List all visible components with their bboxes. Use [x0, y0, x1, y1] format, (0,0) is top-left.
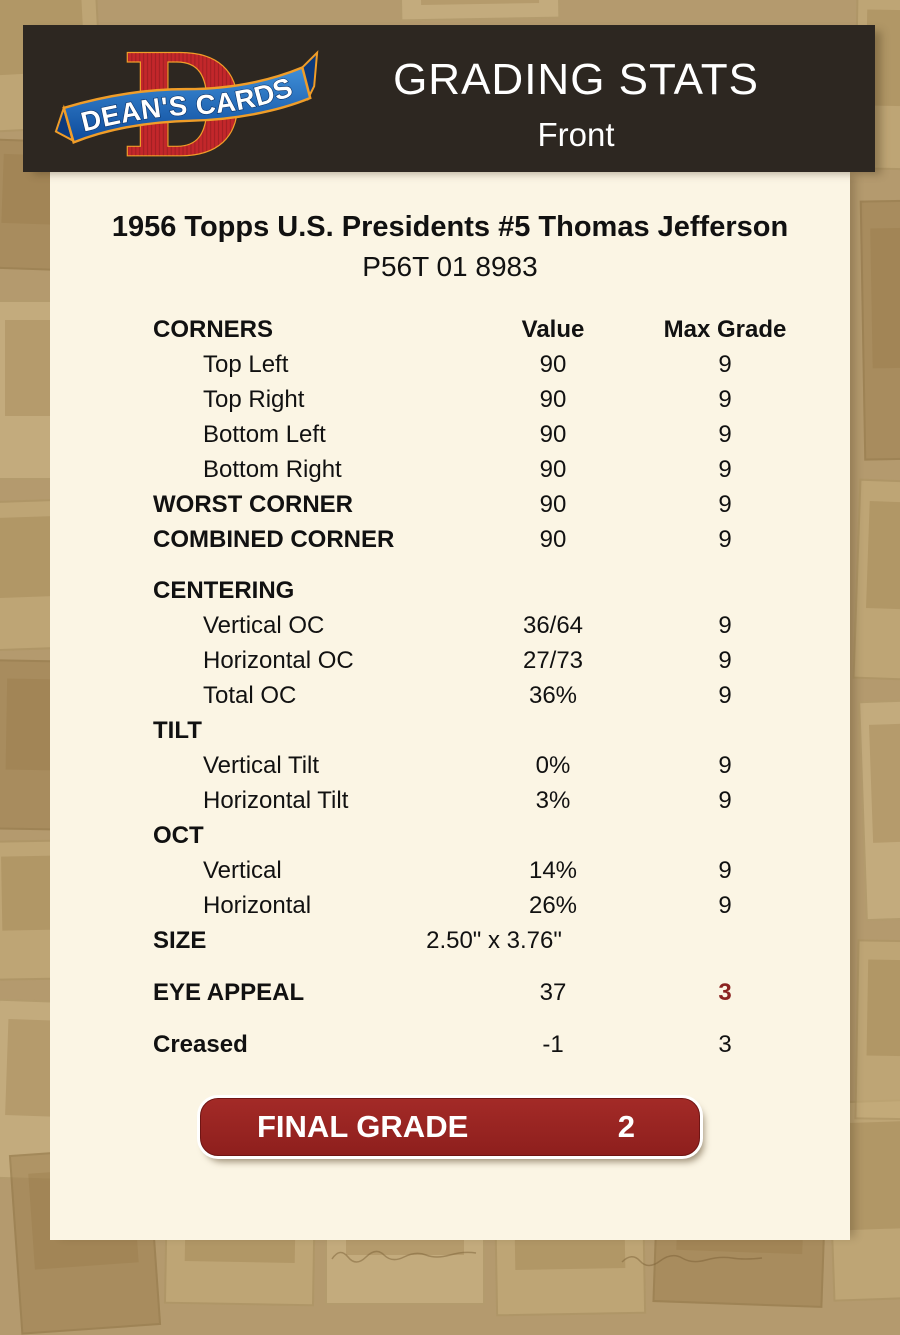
row-value: 26%	[528, 891, 578, 919]
row-label: Horizontal	[203, 891, 312, 919]
table-row-eye-appeal: EYE APPEAL 37 3	[50, 975, 850, 1010]
column-header-max-grade: Max Grade	[663, 315, 787, 343]
table-row-worst-corner: WORST CORNER 90 9	[50, 487, 850, 522]
row-value: 0%	[535, 751, 571, 779]
table-row-combined-corner: COMBINED CORNER 90 9	[50, 522, 850, 557]
page-header: D D DEAN'S CARDS GRADING STATS Front	[23, 25, 875, 172]
card-title: 1956 Topps U.S. Presidents #5 Thomas Jef…	[111, 211, 789, 243]
table-row-vertical-oc: Vertical OC 36/64 9	[50, 608, 850, 643]
section-label: CENTERING	[153, 576, 295, 604]
row-value: 90	[539, 385, 567, 413]
row-label: Vertical OC	[203, 611, 325, 639]
section-header-tilt: TILT	[50, 713, 850, 748]
row-max-grade: 9	[718, 646, 732, 674]
row-max-grade: 3	[718, 1030, 732, 1058]
row-max-grade: 9	[718, 420, 732, 448]
table-row-top-right: Top Right 90 9	[50, 382, 850, 417]
grading-stats-panel: 1956 Topps U.S. Presidents #5 Thomas Jef…	[50, 172, 850, 1240]
row-label: Vertical Tilt	[203, 751, 320, 779]
row-value: 90	[539, 490, 567, 518]
table-row-horizontal-oc: Horizontal OC 27/73 9	[50, 643, 850, 678]
section-label: OCT	[153, 821, 204, 849]
row-value: 36/64	[522, 611, 584, 639]
row-label: WORST CORNER	[153, 490, 353, 518]
page-title: GRADING STATS	[393, 55, 759, 104]
table-row-vertical-tilt: Vertical Tilt 0% 9	[50, 748, 850, 783]
deans-cards-logo[interactable]: D D DEAN'S CARDS	[53, 31, 321, 169]
table-row-bottom-left: Bottom Left 90 9	[50, 417, 850, 452]
column-header-section: CORNERS	[153, 315, 274, 343]
row-label: SIZE	[153, 926, 207, 954]
row-label: Bottom Right	[203, 455, 342, 483]
table-row-oct-horizontal: Horizontal 26% 9	[50, 888, 850, 923]
row-value: 37	[539, 978, 567, 1006]
row-max-grade: 3	[718, 978, 732, 1006]
row-value: 90	[539, 350, 567, 378]
row-label: Top Right	[203, 385, 305, 413]
row-max-grade: 9	[718, 350, 732, 378]
row-max-grade: 9	[718, 751, 732, 779]
row-label: Creased	[153, 1030, 248, 1058]
row-value: 3%	[535, 786, 571, 814]
row-max-grade: 9	[718, 490, 732, 518]
row-max-grade: 9	[718, 891, 732, 919]
row-max-grade: 9	[718, 681, 732, 709]
final-grade-button[interactable]: FINAL GRADE 2	[200, 1098, 700, 1156]
table-header-row: CORNERS Value Max Grade	[50, 312, 850, 347]
final-grade-value: 2	[617, 1109, 635, 1144]
row-max-grade: 9	[718, 786, 732, 814]
table-row-total-oc: Total OC 36% 9	[50, 678, 850, 713]
row-max-grade: 9	[718, 525, 732, 553]
row-label: EYE APPEAL	[153, 978, 305, 1006]
table-row-bottom-right: Bottom Right 90 9	[50, 452, 850, 487]
row-label: Bottom Left	[203, 420, 326, 448]
section-header-centering: CENTERING	[50, 573, 850, 608]
row-value: 36%	[528, 681, 578, 709]
row-label: Horizontal Tilt	[203, 786, 349, 814]
row-value: 90	[539, 420, 567, 448]
section-header-oct: OCT	[50, 818, 850, 853]
table-row-oct-vertical: Vertical 14% 9	[50, 853, 850, 888]
final-grade-label: FINAL GRADE	[257, 1109, 469, 1144]
row-value: 90	[539, 525, 567, 553]
grading-stats-table: CORNERS Value Max Grade Top Left 90 9 To…	[50, 312, 850, 1062]
section-label: TILT	[153, 716, 202, 744]
row-value: -1	[542, 1030, 564, 1058]
row-value: 90	[539, 455, 567, 483]
page-subtitle: Front	[537, 116, 615, 153]
row-max-grade: 9	[718, 611, 732, 639]
row-label: Total OC	[203, 681, 297, 709]
row-max-grade: 9	[718, 385, 732, 413]
table-row-size: SIZE 2.50" x 3.76"	[50, 923, 850, 958]
row-value: 27/73	[522, 646, 584, 674]
table-row-horizontal-tilt: Horizontal Tilt 3% 9	[50, 783, 850, 818]
row-label: Top Left	[203, 350, 289, 378]
column-header-value: Value	[521, 315, 585, 343]
row-label: Vertical	[203, 856, 282, 884]
row-max-grade: 9	[718, 856, 732, 884]
table-row-top-left: Top Left 90 9	[50, 347, 850, 382]
row-value: 14%	[528, 856, 578, 884]
row-max-grade: 9	[718, 455, 732, 483]
row-label: Horizontal OC	[203, 646, 354, 674]
table-row-creased: Creased -1 3	[50, 1027, 850, 1062]
handwriting-squiggle	[621, 1254, 763, 1267]
handwriting-squiggle	[331, 1250, 477, 1263]
row-value: 2.50" x 3.76"	[426, 926, 562, 954]
row-label: COMBINED CORNER	[153, 525, 395, 553]
card-serial-number: P56T 01 8983	[362, 251, 538, 282]
